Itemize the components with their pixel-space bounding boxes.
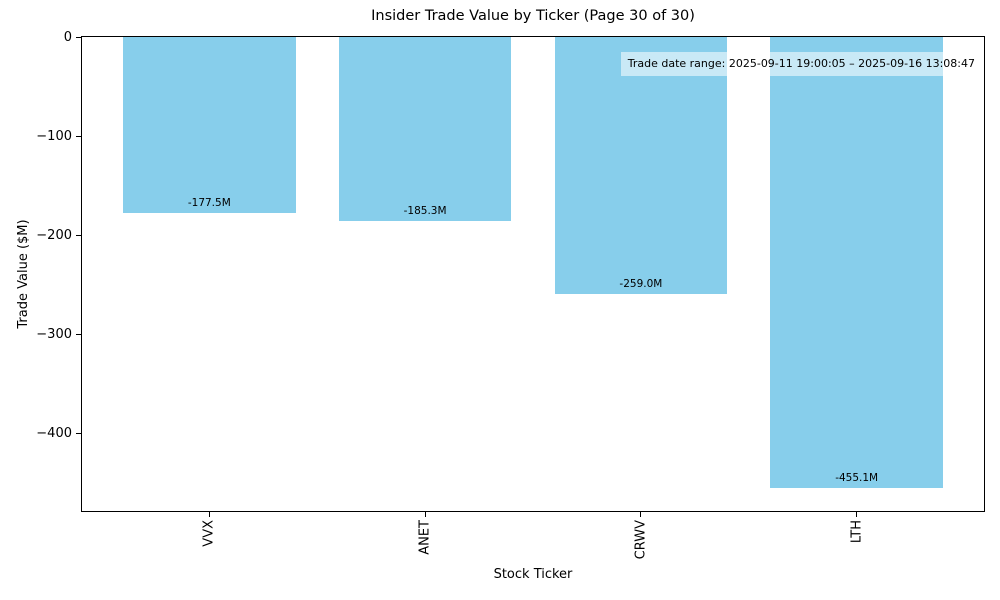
- y-tick-label: −300: [36, 327, 72, 343]
- plot-area: 0 −100 −200 −300 −400 -177.5M VVX -185.3M ANET -2…: [36, 30, 985, 559]
- y-tick-mark: [76, 135, 82, 137]
- y-tick-label: −200: [36, 227, 72, 243]
- x-tick-mark: [640, 511, 642, 517]
- x-axis-label: Stock Ticker: [493, 567, 573, 582]
- bar-value-label: -455.1M: [835, 472, 879, 485]
- x-tick-mark: [856, 511, 858, 517]
- x-tick-label: LTH: [849, 520, 865, 544]
- y-tick-label: 0: [63, 29, 72, 45]
- bar-value-label: -177.5M: [187, 197, 231, 210]
- x-tick-mark: [208, 511, 210, 517]
- x-tick-mark: [424, 511, 426, 517]
- trade-date-range-annotation: Trade date range: 2025-09-11 19:00:05 – …: [620, 52, 982, 76]
- bar: [338, 37, 512, 221]
- bar: [554, 37, 728, 294]
- x-tick-label: VVX: [201, 520, 217, 547]
- x-tick-label: ANET: [417, 520, 433, 555]
- bar: [123, 37, 296, 214]
- y-tick-mark: [76, 334, 82, 336]
- y-tick-label: −400: [36, 426, 72, 442]
- chart-title: Insider Trade Value by Ticker (Page 30 o…: [371, 8, 695, 24]
- bar: [770, 37, 943, 489]
- y-tick-label: −100: [36, 128, 72, 144]
- x-tick-label: CRWV: [633, 520, 649, 560]
- y-tick-mark: [76, 433, 82, 435]
- y-tick-mark: [76, 36, 82, 38]
- y-tick-mark: [76, 234, 82, 236]
- y-axis-label: Trade Value ($M): [16, 219, 31, 329]
- bar-value-label: -259.0M: [619, 277, 663, 290]
- bar-value-label: -185.3M: [403, 204, 447, 217]
